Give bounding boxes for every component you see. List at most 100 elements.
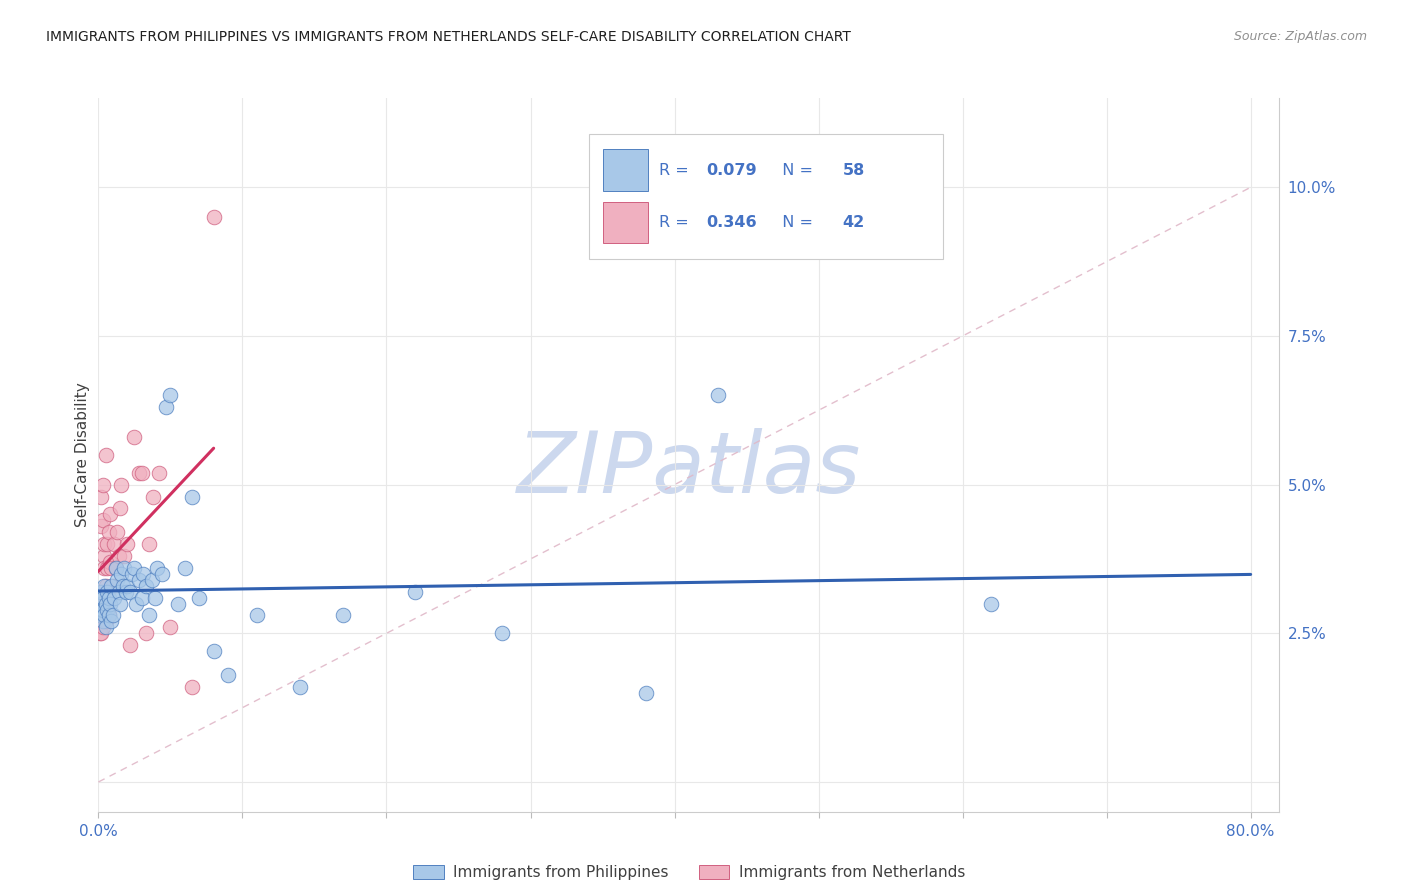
Point (91, 477, 114, 491)
Text: Source: ZipAtlas.com: Source: ZipAtlas.com (1233, 30, 1367, 44)
Point (96, 602, 118, 616)
Point (105, 573, 128, 587)
Point (98, 555, 121, 569)
Point (90, 490, 112, 504)
Point (89, 626, 111, 640)
Point (142, 490, 165, 504)
Point (181, 490, 204, 504)
Point (980, 597, 1002, 611)
Point (94, 579, 117, 593)
Point (706, 388, 728, 402)
Point (101, 608, 124, 623)
Point (188, 591, 211, 605)
Point (100, 615, 122, 629)
Point (132, 566, 155, 581)
Text: R =: R = (659, 162, 695, 178)
Point (110, 566, 132, 581)
FancyBboxPatch shape (603, 150, 648, 191)
Point (138, 537, 160, 551)
Point (124, 561, 146, 575)
Point (93, 579, 115, 593)
Text: N =: N = (772, 215, 818, 230)
Point (131, 591, 153, 605)
Point (97, 525, 120, 540)
Point (96, 561, 118, 575)
Point (100, 561, 122, 575)
Point (181, 680, 204, 694)
Point (120, 584, 142, 599)
Point (107, 549, 129, 563)
Point (121, 566, 143, 581)
Point (202, 210, 225, 224)
Point (111, 579, 134, 593)
Point (146, 561, 169, 575)
Point (404, 584, 426, 599)
Point (159, 620, 181, 634)
Point (96, 537, 118, 551)
Point (93, 549, 115, 563)
Point (90, 626, 112, 640)
Point (103, 591, 125, 605)
Point (104, 561, 127, 575)
Point (128, 573, 150, 587)
Point (634, 686, 657, 700)
Point (288, 680, 311, 694)
Point (91, 513, 114, 527)
Text: ZIPatlas: ZIPatlas (517, 427, 860, 511)
Point (94, 597, 117, 611)
Point (91, 615, 114, 629)
Point (91, 620, 114, 634)
Point (112, 549, 135, 563)
Point (107, 584, 129, 599)
Text: 42: 42 (842, 215, 865, 230)
Point (155, 401, 177, 415)
Point (246, 608, 269, 623)
Point (103, 537, 125, 551)
Point (131, 466, 153, 480)
Point (104, 561, 127, 575)
Point (100, 579, 122, 593)
Point (96, 584, 118, 599)
Y-axis label: Self-Care Disability: Self-Care Disability (75, 383, 90, 527)
FancyBboxPatch shape (589, 134, 943, 259)
Point (90, 602, 112, 616)
Point (89, 608, 111, 623)
Point (94, 448, 117, 462)
Point (332, 608, 354, 623)
Point (135, 626, 157, 640)
Text: 58: 58 (842, 162, 865, 178)
Point (120, 638, 142, 652)
Point (101, 579, 124, 593)
Point (166, 597, 188, 611)
Point (115, 537, 138, 551)
FancyBboxPatch shape (603, 202, 648, 243)
Point (97, 608, 120, 623)
Point (143, 591, 166, 605)
Text: 0.079: 0.079 (707, 162, 758, 178)
Point (108, 501, 131, 516)
Point (114, 584, 136, 599)
Point (125, 597, 148, 611)
Point (159, 388, 181, 402)
Point (93, 561, 115, 575)
Point (91, 591, 114, 605)
Point (112, 561, 135, 575)
Point (491, 626, 513, 640)
Point (90, 519, 112, 533)
Point (110, 477, 132, 491)
Point (89, 597, 111, 611)
Point (93, 608, 115, 623)
Point (94, 615, 117, 629)
Point (97, 591, 120, 605)
Point (94, 620, 117, 634)
Point (202, 644, 225, 658)
Point (148, 466, 170, 480)
Text: N =: N = (772, 162, 818, 178)
Point (138, 608, 160, 623)
Point (89, 597, 111, 611)
Text: R =: R = (659, 215, 695, 230)
Point (124, 430, 146, 444)
Legend: Immigrants from Philippines, Immigrants from Netherlands: Immigrants from Philippines, Immigrants … (406, 859, 972, 886)
Point (141, 573, 163, 587)
Point (93, 537, 115, 551)
